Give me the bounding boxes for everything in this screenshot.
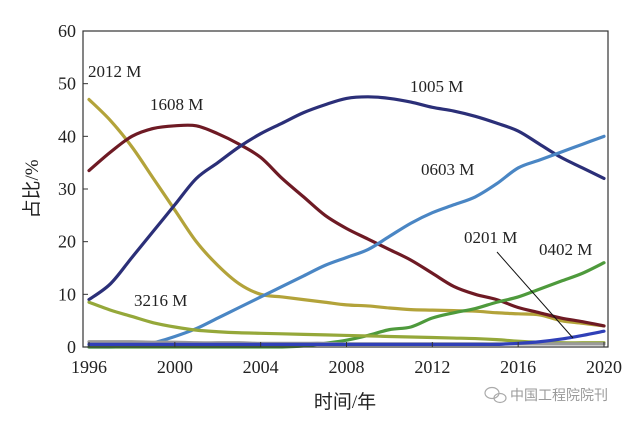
y-tick-label: 10 <box>58 284 76 304</box>
series-label: 1005 M <box>410 77 463 96</box>
series-label: 3216 M <box>134 291 187 310</box>
x-tick-label: 2000 <box>157 357 193 377</box>
y-tick-label: 20 <box>58 232 76 252</box>
x-axis-label: 时间/年 <box>314 391 376 413</box>
series-line-2012-m <box>87 97 606 328</box>
x-tick-label: 2008 <box>329 357 365 377</box>
wechat-icon <box>484 386 507 404</box>
label-leader-line <box>496 251 574 339</box>
series-label: 1608 M <box>150 95 203 114</box>
series-label: 2012 M <box>88 62 141 81</box>
x-tick-label: 2020 <box>586 357 622 377</box>
series-label: 0402 M <box>539 240 592 259</box>
series-line-3216-m <box>87 300 606 345</box>
watermark: 中国工程院院刊 <box>484 386 608 404</box>
y-tick-label: 30 <box>58 179 76 199</box>
y-tick-label: 50 <box>58 74 76 94</box>
x-tick-label: 2004 <box>243 357 279 377</box>
y-tick-label: 0 <box>67 337 76 357</box>
series-label: 0603 M <box>421 160 474 179</box>
series-line-0603-m <box>87 134 606 349</box>
series-label: 0201 M <box>464 228 517 247</box>
x-tick-label: 1996 <box>71 357 107 377</box>
watermark-text: 中国工程院院刊 <box>510 388 608 404</box>
x-tick-label: 2016 <box>500 357 536 377</box>
x-tick-label: 2012 <box>414 357 450 377</box>
y-axis-label: 占比/% <box>21 159 43 218</box>
y-tick-label: 40 <box>58 126 76 146</box>
series-line-1005-m <box>87 95 606 302</box>
series-line-1608-m <box>87 123 606 328</box>
y-tick-label: 60 <box>58 21 76 41</box>
